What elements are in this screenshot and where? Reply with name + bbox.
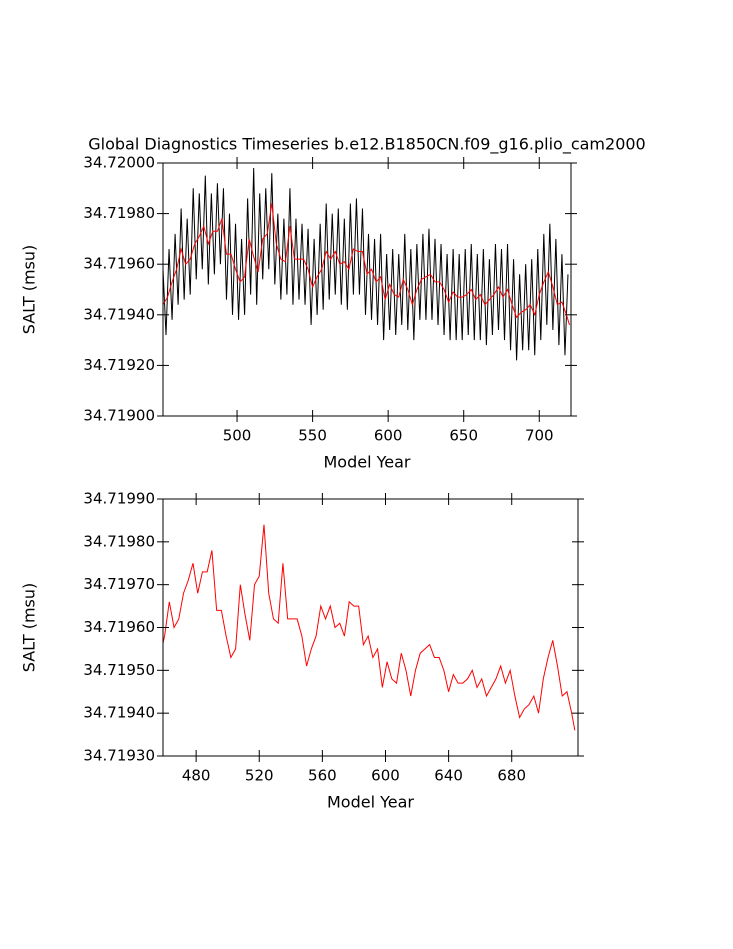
y-axis-label: SALT (msu) — [20, 245, 39, 335]
plot-frame — [162, 498, 579, 757]
x-tick-label: 600 — [371, 767, 400, 785]
y-tick-label: 34.71990 — [83, 490, 155, 508]
x-axis-label: Model Year — [324, 453, 411, 472]
data-line — [163, 168, 569, 361]
x-tick-label: 650 — [449, 427, 478, 445]
x-tick-label: 680 — [497, 767, 526, 785]
x-tick-label: 550 — [298, 427, 327, 445]
x-tick-label: 640 — [434, 767, 463, 785]
x-tick-label: 700 — [525, 427, 554, 445]
x-tick-label: 500 — [223, 427, 252, 445]
y-tick-label: 34.71960 — [83, 618, 155, 636]
y-tick-label: 34.71970 — [83, 575, 155, 593]
y-tick-label: 34.71930 — [83, 747, 155, 765]
chart-title: Global Diagnostics Timeseries b.e12.B185… — [88, 135, 645, 155]
x-tick-label: 520 — [245, 767, 274, 785]
y-tick-label: 34.71980 — [83, 532, 155, 550]
y-tick-label: 34.71920 — [83, 356, 155, 374]
x-axis-label: Model Year — [327, 793, 414, 812]
x-tick-label: 480 — [182, 767, 211, 785]
y-tick-label: 34.71960 — [83, 255, 155, 273]
y-tick-label: 34.71940 — [83, 305, 155, 323]
data-line — [163, 524, 576, 731]
y-tick-label: 34.71950 — [83, 661, 155, 679]
x-tick-label: 560 — [308, 767, 337, 785]
plot-frame — [162, 162, 572, 417]
y-tick-label: 34.71980 — [83, 204, 155, 222]
y-tick-label: 34.71900 — [83, 407, 155, 425]
data-line — [163, 203, 570, 326]
y-axis-label: SALT (msu) — [20, 583, 39, 673]
y-tick-label: 34.71940 — [83, 704, 155, 722]
x-tick-label: 600 — [374, 427, 403, 445]
y-tick-label: 34.72000 — [83, 154, 155, 172]
